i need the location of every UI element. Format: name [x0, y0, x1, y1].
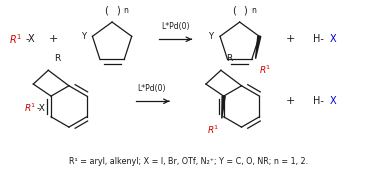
Text: X: X — [330, 34, 336, 44]
Text: X: X — [330, 96, 336, 106]
Text: L*Pd(0): L*Pd(0) — [137, 84, 166, 93]
Text: L*Pd(0): L*Pd(0) — [161, 22, 189, 31]
Text: R: R — [226, 54, 233, 63]
Text: (: ( — [104, 5, 108, 15]
Text: n: n — [251, 6, 256, 15]
Text: (: ( — [232, 5, 236, 15]
Text: -X: -X — [26, 34, 36, 44]
Text: ): ) — [116, 5, 119, 15]
Text: Y: Y — [81, 32, 86, 41]
Text: H-: H- — [313, 96, 324, 106]
Text: $R^1$: $R^1$ — [208, 124, 220, 136]
Text: $R^1$: $R^1$ — [23, 102, 36, 114]
Polygon shape — [222, 96, 225, 118]
Text: -X: -X — [37, 104, 46, 113]
Text: +: + — [286, 96, 295, 106]
Text: n: n — [123, 6, 128, 15]
Text: $R^1$: $R^1$ — [259, 64, 272, 76]
Polygon shape — [256, 36, 261, 59]
Text: R¹ = aryl, alkenyl; X = I, Br, OTf, N₂⁺; Y = C, O, NR; n = 1, 2.: R¹ = aryl, alkenyl; X = I, Br, OTf, N₂⁺;… — [70, 157, 308, 166]
Text: +: + — [49, 34, 59, 44]
Text: +: + — [286, 34, 295, 44]
Text: $R^1$: $R^1$ — [9, 32, 22, 46]
Text: R: R — [54, 54, 60, 63]
Text: H-: H- — [313, 34, 324, 44]
Text: Y: Y — [208, 32, 213, 41]
Text: ): ) — [243, 5, 247, 15]
